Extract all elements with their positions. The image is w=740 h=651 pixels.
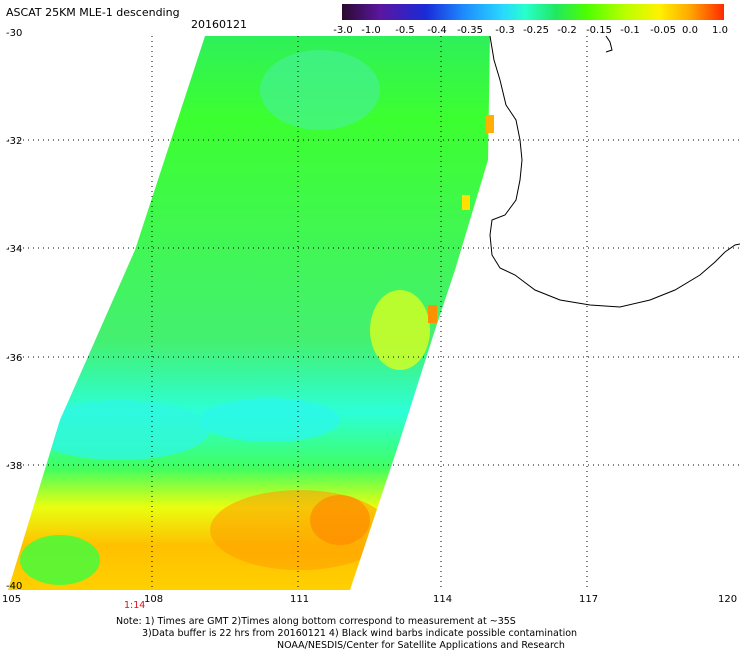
scale-label: -1.0 bbox=[361, 25, 381, 36]
lon-label: 114 bbox=[433, 594, 452, 605]
lon-label: 108 bbox=[144, 594, 163, 605]
latitude-labels: -30 -32 -34 -36 -38 -40 bbox=[6, 28, 22, 592]
scale-label: 1.0 bbox=[712, 25, 728, 36]
scale-label: -3.0 bbox=[333, 25, 353, 36]
lon-label: 105 bbox=[2, 594, 21, 605]
scale-label: 0.0 bbox=[682, 25, 698, 36]
graticule bbox=[8, 36, 740, 590]
lat-label: -32 bbox=[6, 136, 22, 147]
pass-time-label: 1:14 bbox=[124, 600, 146, 611]
wind-data-swath bbox=[8, 36, 494, 590]
scale-label: -0.15 bbox=[586, 25, 612, 36]
scale-label: -0.25 bbox=[523, 25, 549, 36]
lon-label: 111 bbox=[290, 594, 309, 605]
scale-label: -0.2 bbox=[557, 25, 577, 36]
coastline-inlet bbox=[605, 35, 613, 53]
note-line-1: Note: 1) Times are GMT 2)Times along bot… bbox=[116, 616, 516, 627]
scale-label: -0.1 bbox=[620, 25, 640, 36]
lat-label: -38 bbox=[6, 461, 22, 472]
lon-label: 117 bbox=[579, 594, 598, 605]
coastline bbox=[489, 35, 740, 308]
scale-label: -0.5 bbox=[395, 25, 415, 36]
note-line-3: NOAA/NESDIS/Center for Satellite Applica… bbox=[277, 640, 565, 651]
lat-label: -30 bbox=[6, 28, 22, 39]
lat-label: -34 bbox=[6, 244, 22, 255]
lat-label: -36 bbox=[6, 353, 22, 364]
longitude-labels: 105 108 111 114 117 120 bbox=[2, 594, 737, 605]
scale-label: -0.05 bbox=[650, 25, 676, 36]
lat-label: -40 bbox=[6, 581, 22, 592]
map-title: ASCAT 25KM MLE-1 descending 20160121 bbox=[6, 6, 247, 31]
scale-label: -0.4 bbox=[427, 25, 447, 36]
color-scale-labels: -3.0 -1.0 -0.5 -0.4 -0.35 -0.3 -0.25 -0.… bbox=[0, 25, 740, 37]
note-line-2: 3)Data buffer is 22 hrs from 20160121 4)… bbox=[142, 628, 578, 639]
color-scale-bar bbox=[342, 4, 724, 20]
product-title: ASCAT 25KM MLE-1 descending bbox=[6, 6, 180, 19]
scale-label: -0.35 bbox=[457, 25, 483, 36]
lon-label: 120 bbox=[718, 594, 737, 605]
date-label: 20160121 bbox=[191, 18, 247, 31]
scale-label: -0.3 bbox=[495, 25, 515, 36]
